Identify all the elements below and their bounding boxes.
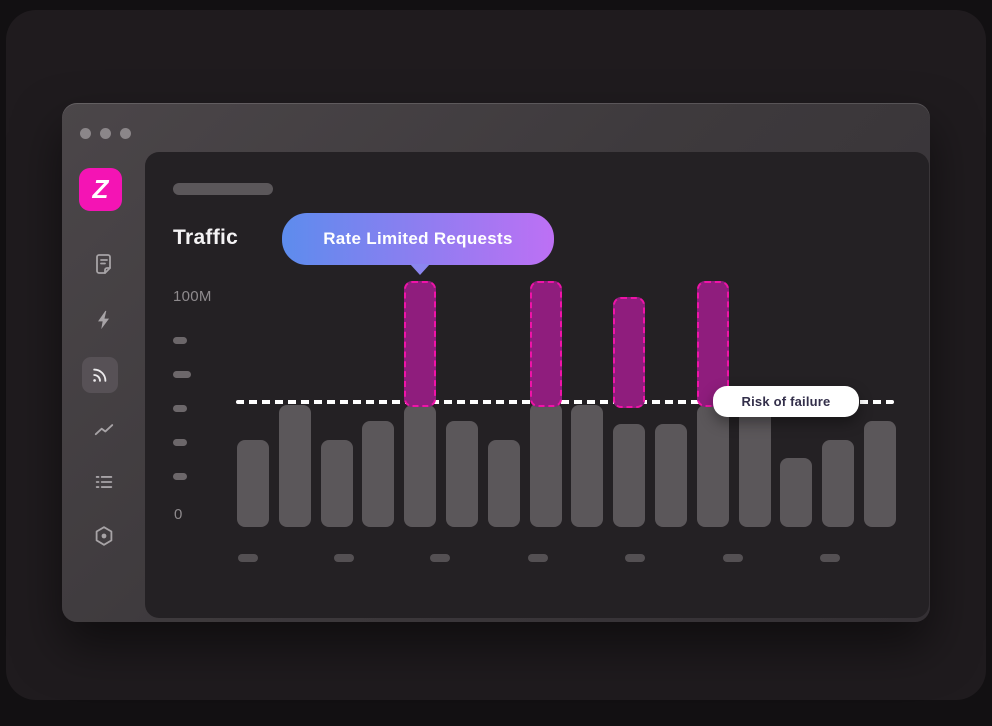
x-axis-tick — [528, 554, 548, 562]
skeleton-bar — [173, 183, 273, 195]
risk-of-failure-badge: Risk of failure — [713, 386, 859, 417]
traffic-bar[interactable] — [362, 421, 395, 527]
tooltip-tail-icon — [410, 264, 430, 275]
traffic-bar[interactable] — [237, 439, 269, 527]
y-axis-tick — [173, 337, 187, 344]
x-axis-tick — [334, 554, 354, 562]
x-axis-tick — [625, 554, 645, 562]
traffic-bar[interactable] — [487, 439, 520, 527]
x-axis-tick — [723, 554, 743, 562]
traffic-bar[interactable] — [822, 439, 855, 527]
threshold-dashed-line — [236, 399, 894, 404]
lightning-icon — [93, 308, 115, 332]
traffic-bar[interactable] — [613, 423, 646, 527]
chart-panel: Traffic Rate Limited Requests 100M 0 Ris… — [145, 152, 929, 618]
rate-limited-bar[interactable] — [529, 280, 562, 408]
x-axis-tick — [820, 554, 840, 562]
traffic-bar[interactable] — [655, 423, 687, 527]
traffic-bar[interactable] — [864, 421, 896, 527]
sidebar-item-document[interactable] — [62, 252, 145, 276]
traffic-bar[interactable] — [446, 421, 478, 527]
x-axis-tick — [430, 554, 450, 562]
y-axis-tick — [173, 473, 187, 480]
chart-title: Traffic — [173, 226, 239, 249]
document-icon — [92, 252, 116, 276]
x-axis-tick — [238, 554, 258, 562]
rate-limited-bar[interactable] — [613, 297, 646, 408]
rate-limited-tooltip: Rate Limited Requests — [282, 213, 554, 265]
rss-icon — [90, 365, 110, 385]
traffic-bar[interactable] — [571, 405, 604, 527]
sidebar-item-list[interactable] — [62, 471, 145, 493]
sidebar: Z — [62, 103, 145, 622]
y-axis-tick — [173, 371, 191, 378]
traffic-bar[interactable] — [278, 405, 311, 527]
sidebar-item-settings-nut[interactable] — [62, 524, 145, 548]
settings-nut-icon — [92, 524, 116, 548]
window-control-dot[interactable] — [120, 128, 131, 139]
traffic-bar[interactable] — [738, 405, 771, 527]
traffic-bar[interactable] — [696, 405, 729, 527]
window-control-dot[interactable] — [100, 128, 111, 139]
traffic-bar[interactable] — [404, 405, 437, 527]
rate-limited-bar[interactable] — [404, 280, 437, 408]
traffic-bar[interactable] — [780, 458, 813, 527]
traffic-bar[interactable] — [529, 402, 562, 527]
list-icon — [92, 471, 116, 493]
rate-limited-bar[interactable] — [696, 280, 729, 408]
y-axis-tick — [173, 439, 187, 446]
trend-icon — [91, 420, 117, 442]
traffic-bar[interactable] — [320, 439, 353, 527]
app-window: Z Traffic Rate Limited Requests 100M 0 R… — [62, 103, 930, 622]
sidebar-item-rss[interactable] — [82, 357, 118, 393]
sidebar-item-trend[interactable] — [62, 420, 145, 442]
y-axis-max-label: 100M — [173, 288, 212, 305]
app-logo[interactable]: Z — [79, 168, 122, 211]
y-axis-min-label: 0 — [174, 506, 183, 523]
sidebar-item-lightning[interactable] — [62, 308, 145, 332]
y-axis-tick — [173, 405, 187, 412]
window-control-dot[interactable] — [80, 128, 91, 139]
